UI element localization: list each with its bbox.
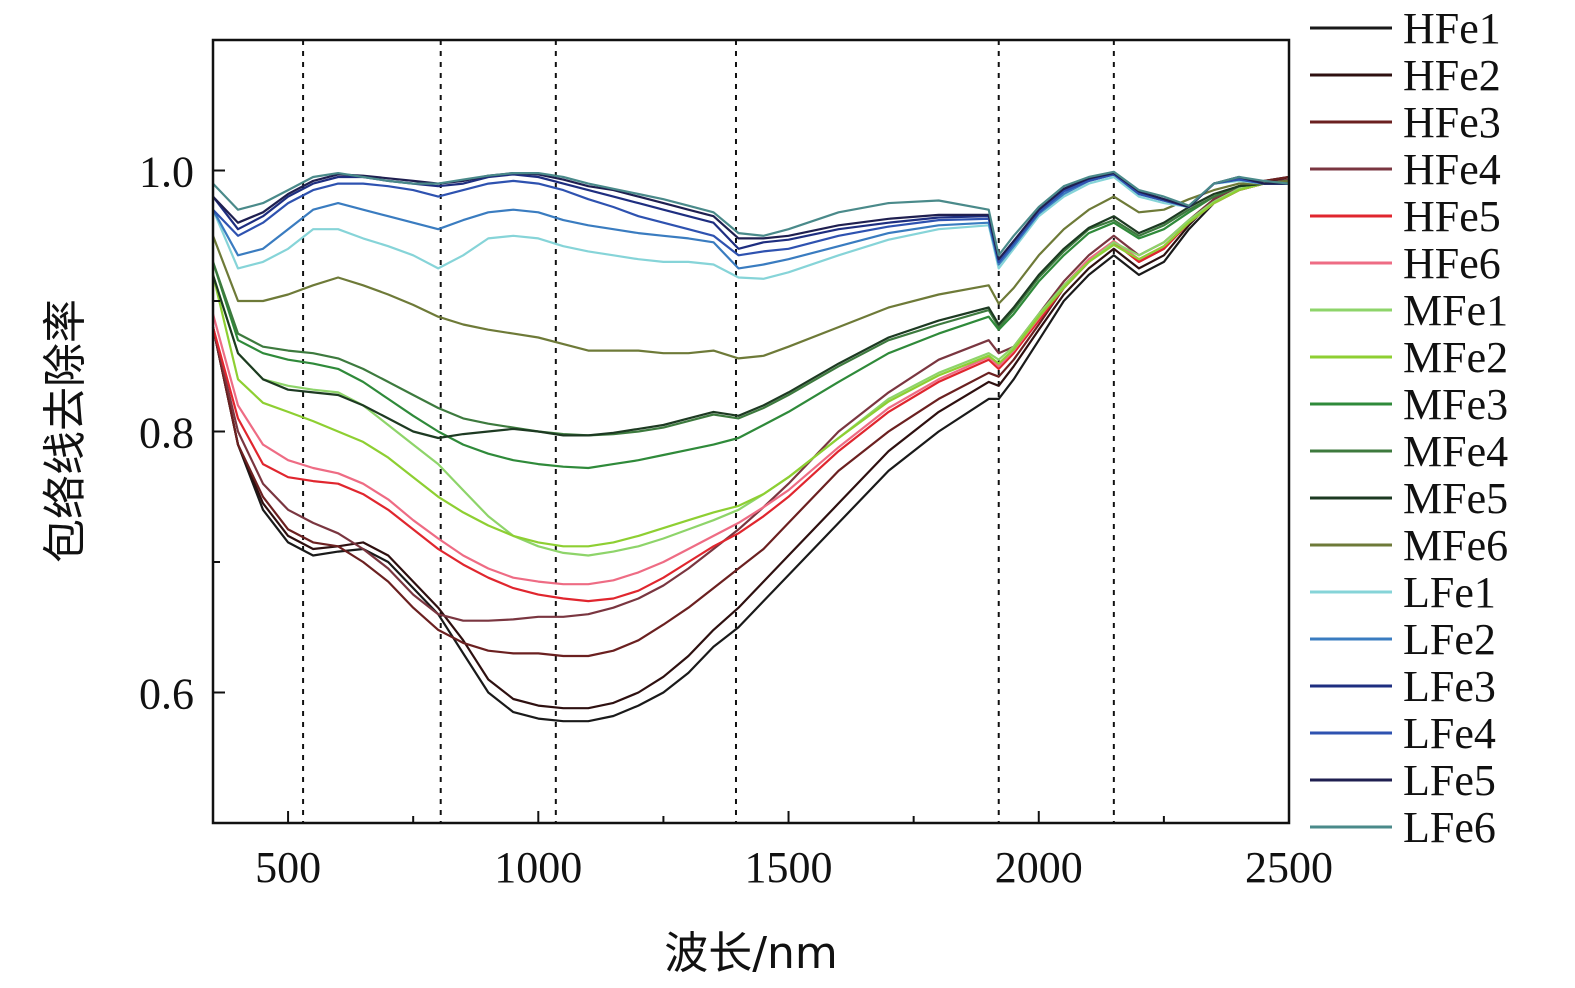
series-line-hfe4: [211, 178, 1290, 622]
legend-item-hfe6: HFe6: [1310, 239, 1501, 288]
series-line-mfe1: [211, 179, 1290, 557]
series-line-hfe5: [211, 179, 1290, 603]
legend-label: HFe5: [1403, 192, 1501, 241]
legend-item-hfe5: HFe5: [1310, 192, 1501, 241]
legend-label: LFe3: [1403, 662, 1496, 711]
legend: HFe1HFe2HFe3HFe4HFe5HFe6MFe1MFe2MFe3MFe4…: [1310, 4, 1508, 852]
x-tick-label: 2500: [1245, 843, 1333, 892]
legend-item-lfe4: LFe4: [1310, 709, 1496, 758]
y-tick-label: 0.6: [139, 670, 194, 719]
legend-label: MFe2: [1403, 333, 1508, 382]
x-axis: 500 1000 1500 2000 2500: [255, 811, 1333, 892]
series-lines: [211, 170, 1290, 723]
series-line-lfe6: [212, 170, 1290, 257]
legend-label: HFe1: [1403, 4, 1501, 53]
legend-item-lfe2: LFe2: [1310, 615, 1496, 664]
series-line-mfe4: [211, 179, 1290, 437]
legend-item-hfe2: HFe2: [1310, 51, 1501, 100]
x-tick-label: 500: [255, 843, 321, 892]
legend-item-mfe2: MFe2: [1310, 333, 1508, 382]
legend-label: LFe6: [1403, 803, 1496, 852]
legend-item-mfe5: MFe5: [1310, 474, 1508, 523]
legend-item-hfe4: HFe4: [1310, 145, 1501, 194]
legend-item-hfe3: HFe3: [1310, 98, 1501, 147]
legend-label: MFe6: [1403, 521, 1508, 570]
series-line-hfe2: [211, 175, 1290, 710]
y-tick-label: 0.8: [139, 409, 194, 458]
legend-label: LFe1: [1403, 568, 1496, 617]
legend-label: LFe4: [1403, 709, 1496, 758]
legend-label: HFe4: [1403, 145, 1501, 194]
series-line-mfe3: [211, 179, 1290, 470]
legend-label: HFe3: [1403, 98, 1501, 147]
x-tick-label: 1000: [494, 843, 582, 892]
legend-item-lfe6: LFe6: [1310, 803, 1496, 852]
series-line-mfe5: [211, 179, 1290, 440]
legend-item-mfe4: MFe4: [1310, 427, 1508, 476]
legend-item-lfe3: LFe3: [1310, 662, 1496, 711]
legend-label: MFe4: [1403, 427, 1508, 476]
x-tick-label: 2000: [995, 843, 1083, 892]
series-line-lfe4: [212, 173, 1289, 263]
legend-label: HFe2: [1403, 51, 1501, 100]
y-axis-title: 包络线去除率: [40, 299, 91, 563]
legend-item-lfe1: LFe1: [1310, 568, 1496, 617]
legend-item-mfe6: MFe6: [1310, 521, 1508, 570]
series-line-mfe6: [211, 179, 1290, 360]
x-axis-title: 波长/nm: [664, 928, 838, 979]
series-line-lfe1: [211, 175, 1289, 280]
x-tick-label: 1500: [745, 843, 833, 892]
legend-item-mfe3: MFe3: [1310, 380, 1508, 429]
legend-label: LFe2: [1403, 615, 1496, 664]
legend-item-hfe1: HFe1: [1310, 4, 1501, 53]
series-line-mfe2: [211, 179, 1290, 548]
legend-item-mfe1: MFe1: [1310, 286, 1508, 335]
legend-label: MFe1: [1403, 286, 1508, 335]
y-tick-label: 1.0: [139, 148, 194, 197]
legend-item-lfe5: LFe5: [1310, 756, 1496, 805]
series-line-hfe1: [211, 175, 1290, 723]
legend-label: LFe5: [1403, 756, 1496, 805]
legend-label: MFe3: [1403, 380, 1508, 429]
legend-label: HFe6: [1403, 239, 1501, 288]
y-axis: 0.6 0.8 1.0: [139, 39, 225, 824]
reference-lines: [302, 40, 1115, 823]
legend-label: MFe5: [1403, 474, 1508, 523]
